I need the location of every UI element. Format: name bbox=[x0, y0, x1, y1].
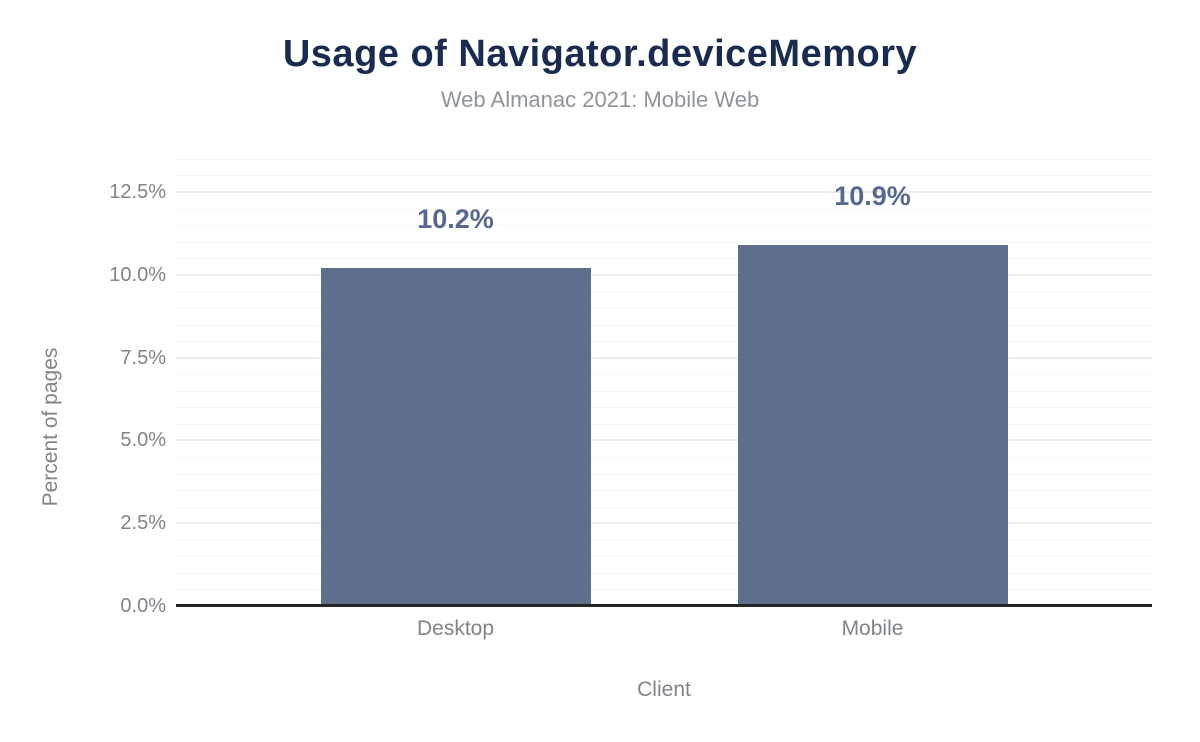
minor-gridline bbox=[176, 225, 1152, 227]
major-gridline bbox=[176, 356, 1152, 359]
minor-gridline bbox=[176, 407, 1152, 409]
y-axis-title: Percent of pages bbox=[39, 347, 62, 507]
y-tick-label: 10.0% bbox=[109, 263, 166, 286]
x-tick-label: Mobile bbox=[841, 617, 904, 640]
minor-gridline bbox=[176, 589, 1152, 591]
minor-gridline bbox=[176, 473, 1152, 475]
minor-gridline bbox=[176, 324, 1152, 326]
minor-gridline bbox=[176, 258, 1152, 260]
minor-gridline bbox=[176, 456, 1152, 458]
minor-gridline bbox=[176, 423, 1152, 425]
major-gridline bbox=[176, 522, 1152, 525]
major-gridline bbox=[176, 191, 1152, 194]
y-tick-label: 0.0% bbox=[120, 595, 166, 617]
bar-value-label: 10.2% bbox=[417, 204, 494, 235]
minor-gridline bbox=[176, 158, 1152, 160]
bar-desktop bbox=[320, 268, 591, 606]
x-axis-title: Client bbox=[637, 678, 691, 701]
x-tick-label: Desktop bbox=[416, 617, 495, 640]
minor-gridline bbox=[176, 556, 1152, 558]
y-tick-label: 2.5% bbox=[120, 512, 166, 535]
minor-gridline bbox=[176, 241, 1152, 243]
y-tick-label: 5.0% bbox=[120, 429, 166, 452]
minor-gridline bbox=[176, 572, 1152, 574]
x-axis-line bbox=[176, 604, 1152, 607]
major-gridline bbox=[176, 439, 1152, 442]
minor-gridline bbox=[176, 506, 1152, 508]
minor-gridline bbox=[176, 208, 1152, 210]
minor-gridline bbox=[176, 307, 1152, 309]
chart-title: Usage of Navigator.deviceMemory bbox=[282, 33, 918, 75]
minor-gridline bbox=[176, 539, 1152, 541]
minor-gridline bbox=[176, 374, 1152, 376]
major-gridline bbox=[176, 273, 1152, 276]
minor-gridline bbox=[176, 390, 1152, 392]
bar-value-label: 10.9% bbox=[834, 181, 911, 212]
minor-gridline bbox=[176, 490, 1152, 492]
y-tick-label: 7.5% bbox=[120, 346, 166, 369]
bar-mobile bbox=[737, 245, 1008, 606]
chart-subtitle: Web Almanac 2021: Mobile Web bbox=[440, 87, 760, 112]
minor-gridline bbox=[176, 291, 1152, 293]
plot-area bbox=[176, 150, 1152, 606]
y-tick-label: 12.5% bbox=[109, 181, 166, 204]
minor-gridline bbox=[176, 175, 1152, 177]
minor-gridline bbox=[176, 341, 1152, 343]
